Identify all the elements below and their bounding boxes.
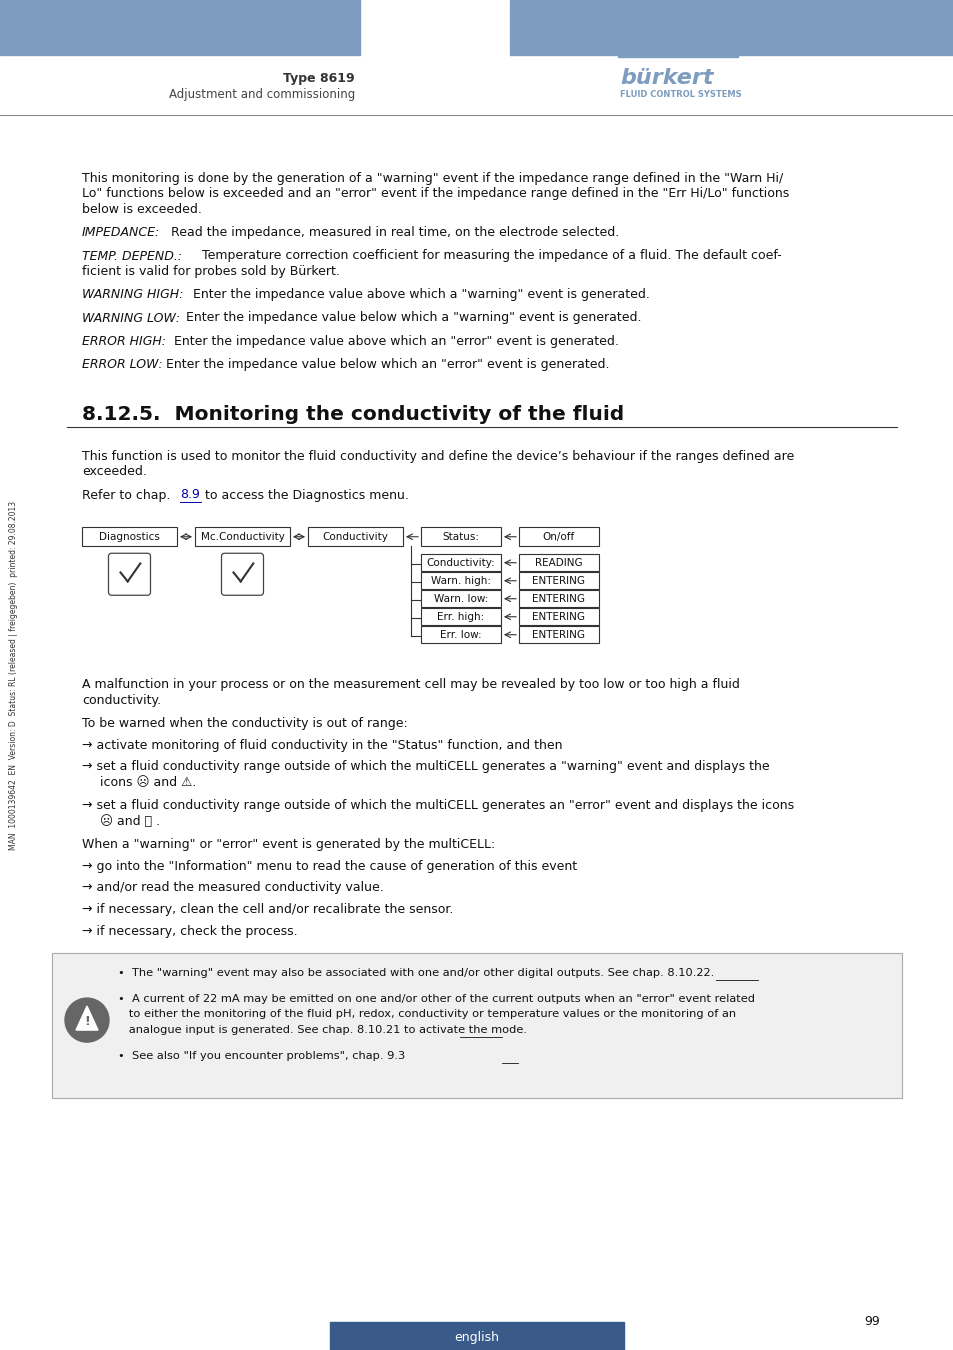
Text: When a "warning" or "error" event is generated by the multiCELL:: When a "warning" or "error" event is gen… — [82, 838, 495, 850]
Text: WARNING LOW:: WARNING LOW: — [82, 312, 180, 324]
Text: Warn. high:: Warn. high: — [431, 575, 491, 586]
Text: Temperature correction coefficient for measuring the impedance of a fluid. The d: Temperature correction coefficient for m… — [198, 250, 781, 262]
Text: bürkert: bürkert — [619, 68, 713, 88]
Text: Diagnostics: Diagnostics — [99, 532, 160, 541]
Circle shape — [65, 998, 109, 1042]
Bar — [420, 626, 500, 643]
Bar — [420, 609, 500, 625]
Text: ENTERING: ENTERING — [532, 612, 585, 622]
Bar — [0, 0, 359, 55]
Text: FLUID CONTROL SYSTEMS: FLUID CONTROL SYSTEMS — [619, 90, 740, 99]
Text: 8.9: 8.9 — [180, 489, 200, 501]
Text: below is exceeded.: below is exceeded. — [82, 202, 202, 216]
Text: ficient is valid for probes sold by Bürkert.: ficient is valid for probes sold by Bürk… — [82, 265, 339, 278]
Text: Refer to chap.: Refer to chap. — [82, 489, 174, 501]
Text: •  A current of 22 mA may be emitted on one and/or other of the current outputs : • A current of 22 mA may be emitted on o… — [118, 994, 754, 1004]
Bar — [618, 53, 738, 57]
Text: → set a fluid conductivity range outside of which the multiCELL generates a "war: → set a fluid conductivity range outside… — [82, 760, 769, 774]
Text: On/off: On/off — [542, 532, 575, 541]
FancyBboxPatch shape — [221, 554, 263, 595]
Bar — [420, 528, 500, 547]
Text: This monitoring is done by the generation of a "warning" event if the impedance : This monitoring is done by the generatio… — [82, 171, 782, 185]
Text: Status:: Status: — [442, 532, 479, 541]
Text: Adjustment and commissioning: Adjustment and commissioning — [169, 88, 355, 101]
Text: ERROR HIGH:: ERROR HIGH: — [82, 335, 166, 348]
Text: Err. low:: Err. low: — [439, 629, 481, 640]
Text: icons ☹ and ⚠.: icons ☹ and ⚠. — [100, 776, 196, 788]
Bar — [618, 49, 658, 53]
Text: → set a fluid conductivity range outside of which the multiCELL generates an "er: → set a fluid conductivity range outside… — [82, 799, 793, 813]
Text: conductivity.: conductivity. — [82, 694, 161, 707]
Text: → if necessary, clean the cell and/or recalibrate the sensor.: → if necessary, clean the cell and/or re… — [82, 903, 453, 917]
Text: READING: READING — [535, 558, 582, 568]
Text: To be warned when the conductivity is out of range:: To be warned when the conductivity is ou… — [82, 717, 407, 730]
Text: TEMP. DEPEND.:: TEMP. DEPEND.: — [82, 250, 182, 262]
Bar — [518, 609, 598, 625]
Text: ENTERING: ENTERING — [532, 575, 585, 586]
Bar — [420, 555, 500, 571]
Text: Enter the impedance value above which an "error" event is generated.: Enter the impedance value above which an… — [170, 335, 618, 348]
Text: → activate monitoring of fluid conductivity in the "Status" function, and then: → activate monitoring of fluid conductiv… — [82, 738, 562, 752]
Text: → go into the "Information" menu to read the cause of generation of this event: → go into the "Information" menu to read… — [82, 860, 577, 872]
Text: Err. high:: Err. high: — [436, 612, 484, 622]
Text: Conductivity: Conductivity — [322, 532, 388, 541]
Bar — [518, 528, 598, 547]
Text: •  The "warning" event may also be associated with one and/or other digital outp: • The "warning" event may also be associ… — [118, 968, 714, 977]
Text: IMPEDANCE:: IMPEDANCE: — [82, 227, 160, 239]
Text: Enter the impedance value below which a "warning" event is generated.: Enter the impedance value below which a … — [182, 312, 640, 324]
Text: ENTERING: ENTERING — [532, 629, 585, 640]
Text: 8.12.5.  Monitoring the conductivity of the fluid: 8.12.5. Monitoring the conductivity of t… — [82, 405, 623, 424]
Text: → if necessary, check the process.: → if necessary, check the process. — [82, 925, 297, 938]
Polygon shape — [76, 1006, 98, 1030]
Text: !: ! — [84, 1015, 90, 1027]
Text: → and/or read the measured conductivity value.: → and/or read the measured conductivity … — [82, 882, 383, 894]
Text: Lo" functions below is exceeded and an "error" event if the impedance range defi: Lo" functions below is exceeded and an "… — [82, 188, 788, 201]
Text: •  See also "If you encounter problems", chap. 9.3: • See also "If you encounter problems", … — [118, 1052, 405, 1061]
Bar — [82, 528, 177, 547]
Text: analogue input is generated. See chap. 8.10.21 to activate the mode.: analogue input is generated. See chap. 8… — [118, 1025, 526, 1035]
Text: 99: 99 — [863, 1315, 879, 1328]
Text: Warn. low:: Warn. low: — [434, 594, 488, 603]
Text: ERROR LOW:: ERROR LOW: — [82, 358, 163, 371]
Text: ☹ and Ⓧ .: ☹ and Ⓧ . — [100, 814, 160, 828]
Text: to access the Diagnostics menu.: to access the Diagnostics menu. — [201, 489, 409, 501]
FancyBboxPatch shape — [109, 554, 151, 595]
Text: ENTERING: ENTERING — [532, 594, 585, 603]
Text: Read the impedance, measured in real time, on the electrode selected.: Read the impedance, measured in real tim… — [167, 227, 618, 239]
Text: MAN  1000139642  EN  Version: D  Status: RL (released | freigegeben)  printed: 2: MAN 1000139642 EN Version: D Status: RL … — [10, 501, 18, 849]
Bar — [518, 590, 598, 608]
Bar — [420, 590, 500, 608]
Text: WARNING HIGH:: WARNING HIGH: — [82, 289, 183, 301]
Text: Enter the impedance value above which a "warning" event is generated.: Enter the impedance value above which a … — [189, 289, 649, 301]
Text: This function is used to monitor the fluid conductivity and define the device’s : This function is used to monitor the flu… — [82, 450, 794, 463]
Bar — [518, 555, 598, 571]
Bar — [308, 528, 402, 547]
Text: Mc.Conductivity: Mc.Conductivity — [200, 532, 284, 541]
Text: Type 8619: Type 8619 — [283, 72, 355, 85]
Text: english: english — [454, 1331, 499, 1343]
Text: A malfunction in your process or on the measurement cell may be revealed by too : A malfunction in your process or on the … — [82, 678, 740, 691]
Text: Conductivity:: Conductivity: — [426, 558, 495, 568]
Text: Enter the impedance value below which an "error" event is generated.: Enter the impedance value below which an… — [162, 358, 609, 371]
Text: exceeded.: exceeded. — [82, 466, 147, 478]
Bar — [518, 572, 598, 589]
Bar — [518, 626, 598, 643]
Text: to either the monitoring of the fluid pH, redox, conductivity or temperature val: to either the monitoring of the fluid pH… — [118, 1010, 736, 1019]
Bar — [52, 953, 901, 1098]
Bar — [420, 572, 500, 589]
Bar — [194, 528, 290, 547]
Bar — [510, 0, 953, 55]
Bar — [330, 1322, 623, 1350]
